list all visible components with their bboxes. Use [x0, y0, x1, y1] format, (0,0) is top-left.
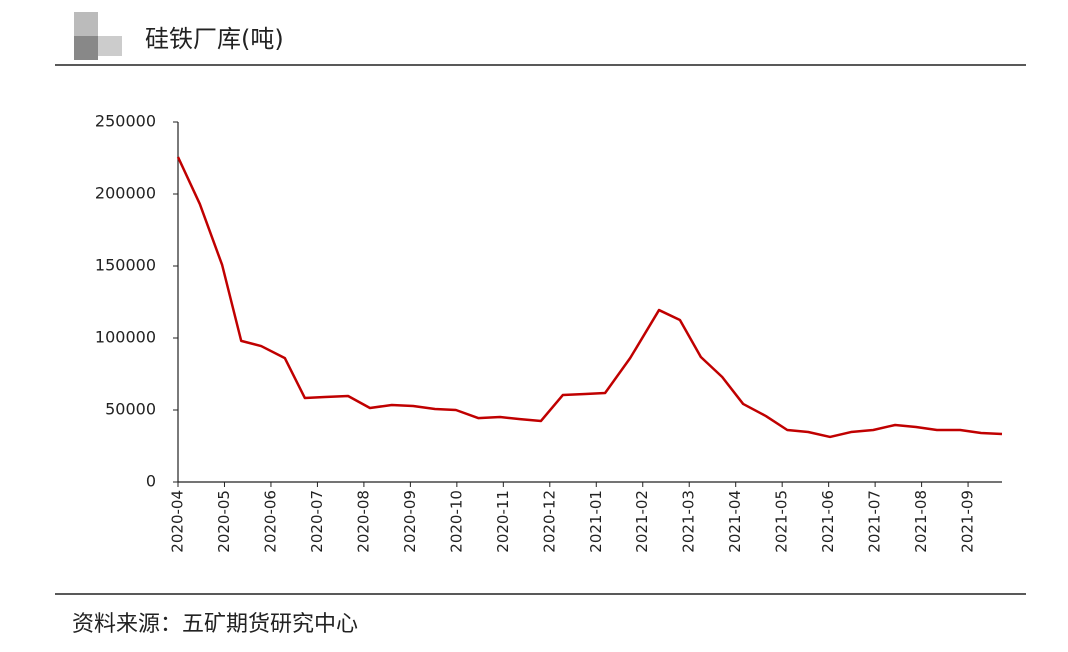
data-line [176, 156, 1003, 439]
x-tick-label: 2021-02 [633, 490, 651, 553]
x-tick-label: 2020-04 [169, 490, 187, 553]
y-tick-label: 100000 [95, 328, 156, 347]
y-tick-label: 250000 [95, 112, 156, 131]
x-tick-label: 2020-07 [308, 490, 326, 553]
logo [74, 36, 98, 60]
x-tick-label: 2021-09 [959, 490, 977, 553]
x-tick-label: 2021-05 [773, 490, 791, 553]
logo [74, 12, 98, 36]
x-tick-label: 2020-12 [540, 490, 558, 553]
x-tick-label: 2021-01 [587, 490, 605, 553]
x-tick-label: 2020-05 [215, 490, 233, 553]
y-tick-label: 0 [146, 472, 156, 491]
x-tick-label: 2021-04 [726, 490, 744, 553]
x-tick-label: 2020-09 [401, 490, 419, 553]
x-tick-label: 2021-03 [680, 490, 698, 553]
y-tick-label: 200000 [95, 184, 156, 203]
y-tick-label: 50000 [105, 400, 156, 419]
source-note: 资料来源：五矿期货研究中心 [72, 612, 358, 637]
x-tick-label: 2021-07 [866, 490, 884, 553]
logo [98, 36, 122, 56]
x-tick-label: 2020-10 [447, 490, 465, 553]
chart-title: 硅铁厂库(吨) [145, 25, 284, 53]
x-tick-label: 2021-08 [912, 490, 930, 553]
x-tick-label: 2020-08 [354, 490, 372, 553]
x-tick-label: 2020-06 [261, 490, 279, 553]
x-tick-label: 2020-11 [494, 490, 512, 553]
y-tick-label: 150000 [95, 256, 156, 275]
x-tick-label: 2021-06 [819, 490, 837, 553]
